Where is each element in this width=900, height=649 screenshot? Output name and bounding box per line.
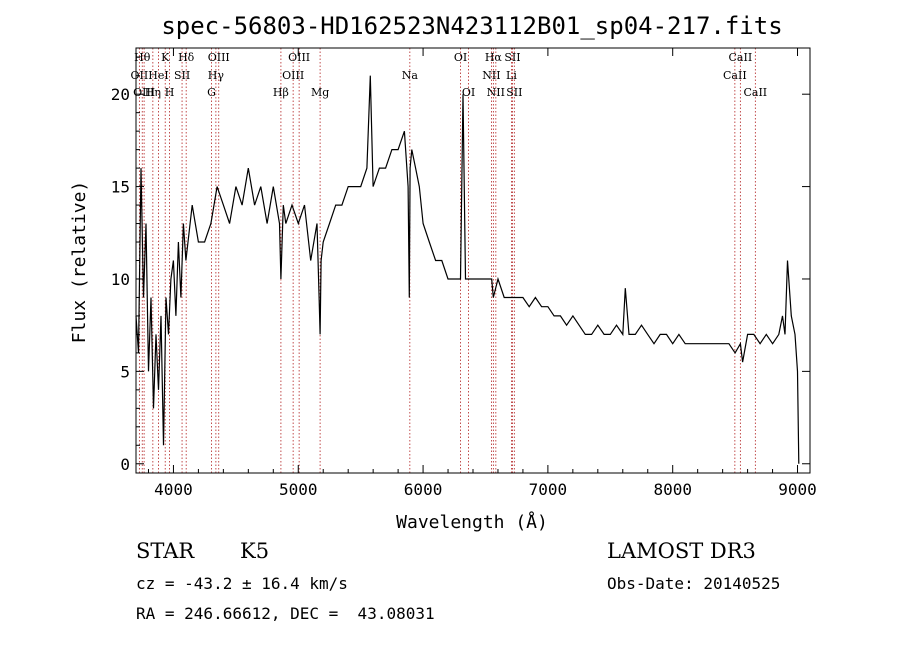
x-tick-label-1: 5000 [279, 480, 318, 499]
line-label-1: Hθ [134, 51, 151, 64]
y-tick-label-0: 0 [120, 455, 130, 474]
line-label-6: H [165, 86, 175, 99]
line-label-15: Mg [311, 86, 329, 99]
plot-frame [135, 47, 811, 474]
obs-date: Obs-Date: 20140525 [607, 574, 781, 593]
y-tick-label-4: 20 [111, 85, 130, 104]
line-label-17: OI [454, 51, 467, 64]
x-axis-label: Wavelength (Å) [396, 511, 548, 533]
line-label-21: NII [487, 86, 505, 99]
redshift-text: cz = -43.2 ± 16.4 km/s [136, 574, 348, 593]
line-label-26: CaII [729, 51, 753, 64]
emission-line-labels: OIIHθOIIIHηHeIKHSIIHδGHγOIIIHβOIIIOIIIMg… [131, 51, 768, 99]
line-label-18: OI [462, 86, 475, 99]
line-label-2: OIII [133, 86, 155, 99]
line-label-16: Na [402, 69, 419, 82]
emission-line-markers [138, 48, 756, 473]
x-tick-label-4: 8000 [653, 480, 692, 499]
survey-name: LAMOST DR3 [607, 539, 756, 563]
spectral-subclass: K5 [240, 539, 270, 563]
line-label-4: HeI [148, 69, 168, 82]
line-label-5: K [161, 51, 170, 64]
x-tick-label-0: 4000 [154, 480, 193, 499]
chart-title: spec-56803-HD162523N423112B01_sp04-217.f… [161, 12, 782, 40]
line-label-8: Hδ [178, 51, 195, 64]
line-label-27: CaII [743, 86, 767, 99]
line-label-20: Hα [485, 51, 503, 64]
line-label-22: SII [504, 51, 520, 64]
x-tick-label-5: 9000 [778, 480, 817, 499]
y-tick-label-1: 5 [120, 362, 130, 381]
x-axis-ticks: 4000 5000 6000 7000 8000 9000 [147, 48, 817, 499]
x-tick-label-3: 7000 [529, 480, 568, 499]
y-tick-label-2: 10 [111, 270, 130, 289]
line-label-7: SII [174, 69, 190, 82]
coordinates: RA = 246.66612, DEC = 43.08031 [136, 604, 435, 623]
flux-series-line [135, 75, 800, 464]
line-label-13: OIII [282, 69, 304, 82]
y-tick-label-3: 15 [111, 178, 130, 197]
line-label-23: Li [506, 69, 517, 82]
line-label-9: G [207, 86, 216, 99]
object-type: STAR [136, 539, 195, 563]
line-label-19: NII [482, 69, 500, 82]
line-label-10: Hγ [208, 69, 225, 82]
line-label-12: Hβ [273, 86, 289, 99]
x-tick-label-2: 6000 [404, 480, 443, 499]
line-label-25: CaII [723, 69, 747, 82]
y-axis-ticks: 0 5 10 15 20 [111, 56, 810, 474]
y-axis-label: Flux (relative) [69, 181, 90, 344]
line-label-24: SII [506, 86, 522, 99]
line-label-3: Hη [145, 86, 161, 99]
line-label-14: OIII [288, 51, 310, 64]
line-label-11: OIII [208, 51, 230, 64]
